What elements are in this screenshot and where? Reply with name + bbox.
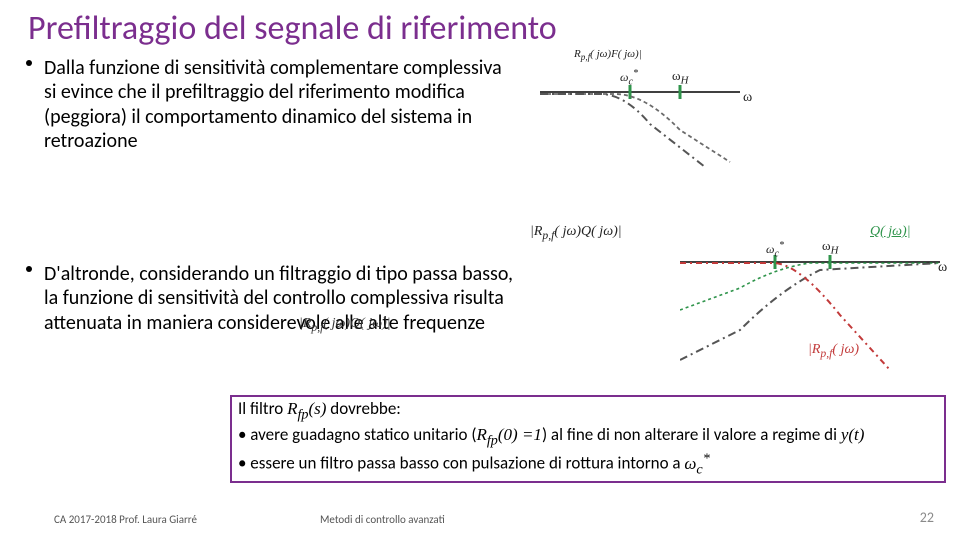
note-lead2: dovrebbe: [326,398,400,419]
note-line-0: Il filtro Rfp(s) dovrebbe: [238,398,938,424]
chart2-top-left: |Rp,f( jω)Q( jω)| [530,224,622,242]
chart1-wh: ωH [672,68,688,87]
note-box: Il filtro Rfp(s) dovrebbe: • avere guada… [230,395,946,483]
chart2-omega: ω [938,260,947,276]
page-number: 22 [920,509,934,526]
chart-sensitivity-complementary: Rp,f( jω)F( jω)| ωc* ωH ω [530,52,750,162]
bullet-1: Dalla funzione di sensitività complement… [44,56,504,154]
title-text: Prefiltraggio del segnale di riferimento [28,8,557,49]
note-lead: Il filtro [238,398,287,419]
bullet-dot-icon [26,266,32,272]
chart2-wc: ωc* [766,240,784,259]
chart2-bottom-label: |Rp,f( jω) [808,342,859,360]
slide-title: Prefiltraggio del segnale di riferimento [28,8,557,49]
footer-left: CA 2017-2018 Prof. Laura Giarré [54,513,197,526]
note-l2a: • essere un filtro passa basso con pulsa… [238,453,684,474]
chart1-wc: ωc* [620,68,638,87]
chart1-omega: ω [743,90,752,106]
bullet-2: D'altronde, considerando un filtraggio d… [44,262,514,335]
inline-formula: |Rp,f( jω)Q( jω)| [299,315,391,335]
chart2-wh: ωH [822,238,838,257]
note-line-1: • avere guadagno statico unitario (Rfp(0… [238,424,938,450]
bullet-dot-icon [26,60,32,66]
note-rfp0: Rfp(0) =1 [476,425,541,444]
bullet-1-text: Dalla funzione di sensitività complement… [44,56,502,153]
chart-control-sensitivity: |Rp,f( jω)Q( jω)| Q( jω)| ωc* ωH ω |Rp,f… [680,230,950,380]
note-rfp: Rfp(s) [287,399,326,418]
note-wc: ωc* [684,454,709,473]
bullet-2-text: D'altronde, considerando un filtraggio d… [44,262,513,335]
footer-mid: Metodi di controllo avanzati [320,513,445,526]
chart2-svg [680,230,960,390]
note-l1b: ) al fine di non alterare il valore a re… [542,424,841,445]
note-line-2: • essere un filtro passa basso con pulsa… [238,450,938,479]
note-yt: y(t) [841,425,865,444]
note-l1a: • avere guadagno statico unitario ( [238,424,476,445]
chart1-svg [530,52,760,172]
